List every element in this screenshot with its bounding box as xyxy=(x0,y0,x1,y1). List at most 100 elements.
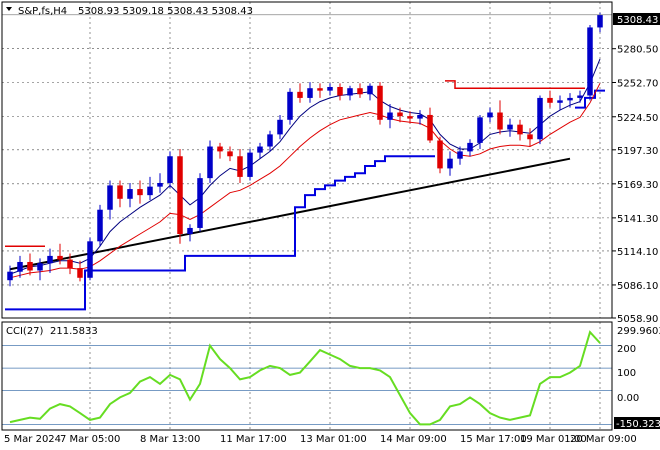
candle xyxy=(527,128,533,147)
time-tick-label: 11 Mar 17:00 xyxy=(220,434,287,445)
candle-body xyxy=(407,116,413,119)
candle-body xyxy=(137,189,143,196)
candle xyxy=(167,151,173,188)
frames xyxy=(1,1,613,431)
time-tick-label: 15 Mar 17:00 xyxy=(460,434,527,445)
candle xyxy=(577,90,583,103)
candle-body xyxy=(567,97,573,101)
time-tick-label: 5 Mar 2024 xyxy=(4,434,61,445)
candle xyxy=(47,248,53,273)
candle-body xyxy=(157,182,163,187)
candle-body xyxy=(247,152,253,177)
candle xyxy=(347,85,353,101)
candle-body xyxy=(277,119,283,135)
candle xyxy=(497,100,503,135)
candle-body xyxy=(307,88,313,98)
candle xyxy=(487,107,493,123)
candle xyxy=(57,243,63,265)
cci-level-100: 100 xyxy=(617,368,636,379)
candle-body xyxy=(127,189,133,199)
candle xyxy=(297,83,303,103)
candle-body xyxy=(237,156,243,177)
candle xyxy=(517,119,523,141)
price-tick-label: 5114.10 xyxy=(617,247,658,258)
candle xyxy=(367,83,373,101)
candle xyxy=(177,148,183,244)
chart-menu-triangle-icon[interactable] xyxy=(6,7,12,11)
candle-body xyxy=(257,146,263,153)
candle xyxy=(417,110,423,125)
price-tick-label: 5280.50 xyxy=(617,45,658,56)
candle xyxy=(257,142,263,159)
trendline xyxy=(9,157,571,271)
time-tick-label: 20 Mar 09:00 xyxy=(570,434,637,445)
moving-average-fast xyxy=(9,58,601,275)
candle xyxy=(247,148,253,181)
cci-min-label-box xyxy=(614,417,660,429)
candle xyxy=(477,114,483,149)
current-price-box xyxy=(613,13,660,25)
cci-path xyxy=(9,330,601,426)
candle xyxy=(17,255,23,278)
cci-level-0: 0.00 xyxy=(617,393,639,404)
candle xyxy=(227,146,233,162)
candle-body xyxy=(387,112,393,120)
candle-body xyxy=(317,88,323,91)
candle-body xyxy=(517,124,523,135)
candles xyxy=(2,12,612,287)
cci-level-200: 200 xyxy=(617,344,636,355)
candle-body xyxy=(527,134,533,140)
chart-symbol: S&P,fs,H4 xyxy=(18,6,67,17)
candle-body xyxy=(557,100,563,103)
candle-body xyxy=(37,263,43,271)
price-tick-label: 5169.30 xyxy=(617,180,658,191)
candle-body xyxy=(357,88,363,95)
candle xyxy=(217,142,223,159)
candle xyxy=(237,148,243,183)
cci-min-label: -150.3238 xyxy=(616,419,660,430)
candle-body xyxy=(487,112,493,118)
candle-body xyxy=(57,255,63,260)
candle xyxy=(357,83,363,98)
candle xyxy=(397,107,403,123)
candle xyxy=(317,83,323,98)
candle xyxy=(277,114,283,140)
cci-name: CCI(27) xyxy=(6,326,44,337)
candle xyxy=(97,204,103,247)
candle-body xyxy=(217,146,223,152)
candle xyxy=(117,180,123,208)
candle xyxy=(187,224,193,242)
candle-body xyxy=(457,151,463,159)
candle xyxy=(127,182,133,208)
candle-body xyxy=(417,114,423,119)
price-tick-label: 5086.10 xyxy=(617,281,658,292)
candle xyxy=(507,118,513,137)
resistance-segment xyxy=(445,80,585,89)
candle xyxy=(87,237,93,281)
candle-body xyxy=(7,271,13,281)
candle-body xyxy=(117,185,123,199)
candle-body xyxy=(547,97,553,103)
time-tick-label: 14 Mar 09:00 xyxy=(380,434,447,445)
candle xyxy=(197,173,203,232)
candle xyxy=(7,265,13,287)
candle-body xyxy=(287,91,293,120)
candle-body xyxy=(177,156,183,235)
candle xyxy=(387,104,393,129)
candle-body xyxy=(377,85,383,120)
candle xyxy=(447,151,453,176)
candle xyxy=(27,253,33,276)
candle xyxy=(207,140,213,183)
candle xyxy=(427,107,433,143)
candle xyxy=(267,130,273,152)
candle-body xyxy=(167,156,173,183)
candle-body xyxy=(107,185,113,210)
candle-body xyxy=(87,241,93,278)
cci-pane-frame xyxy=(1,321,613,431)
candle-body xyxy=(17,261,23,272)
candle xyxy=(567,93,573,108)
candle xyxy=(77,260,83,282)
candle-body xyxy=(187,227,193,235)
